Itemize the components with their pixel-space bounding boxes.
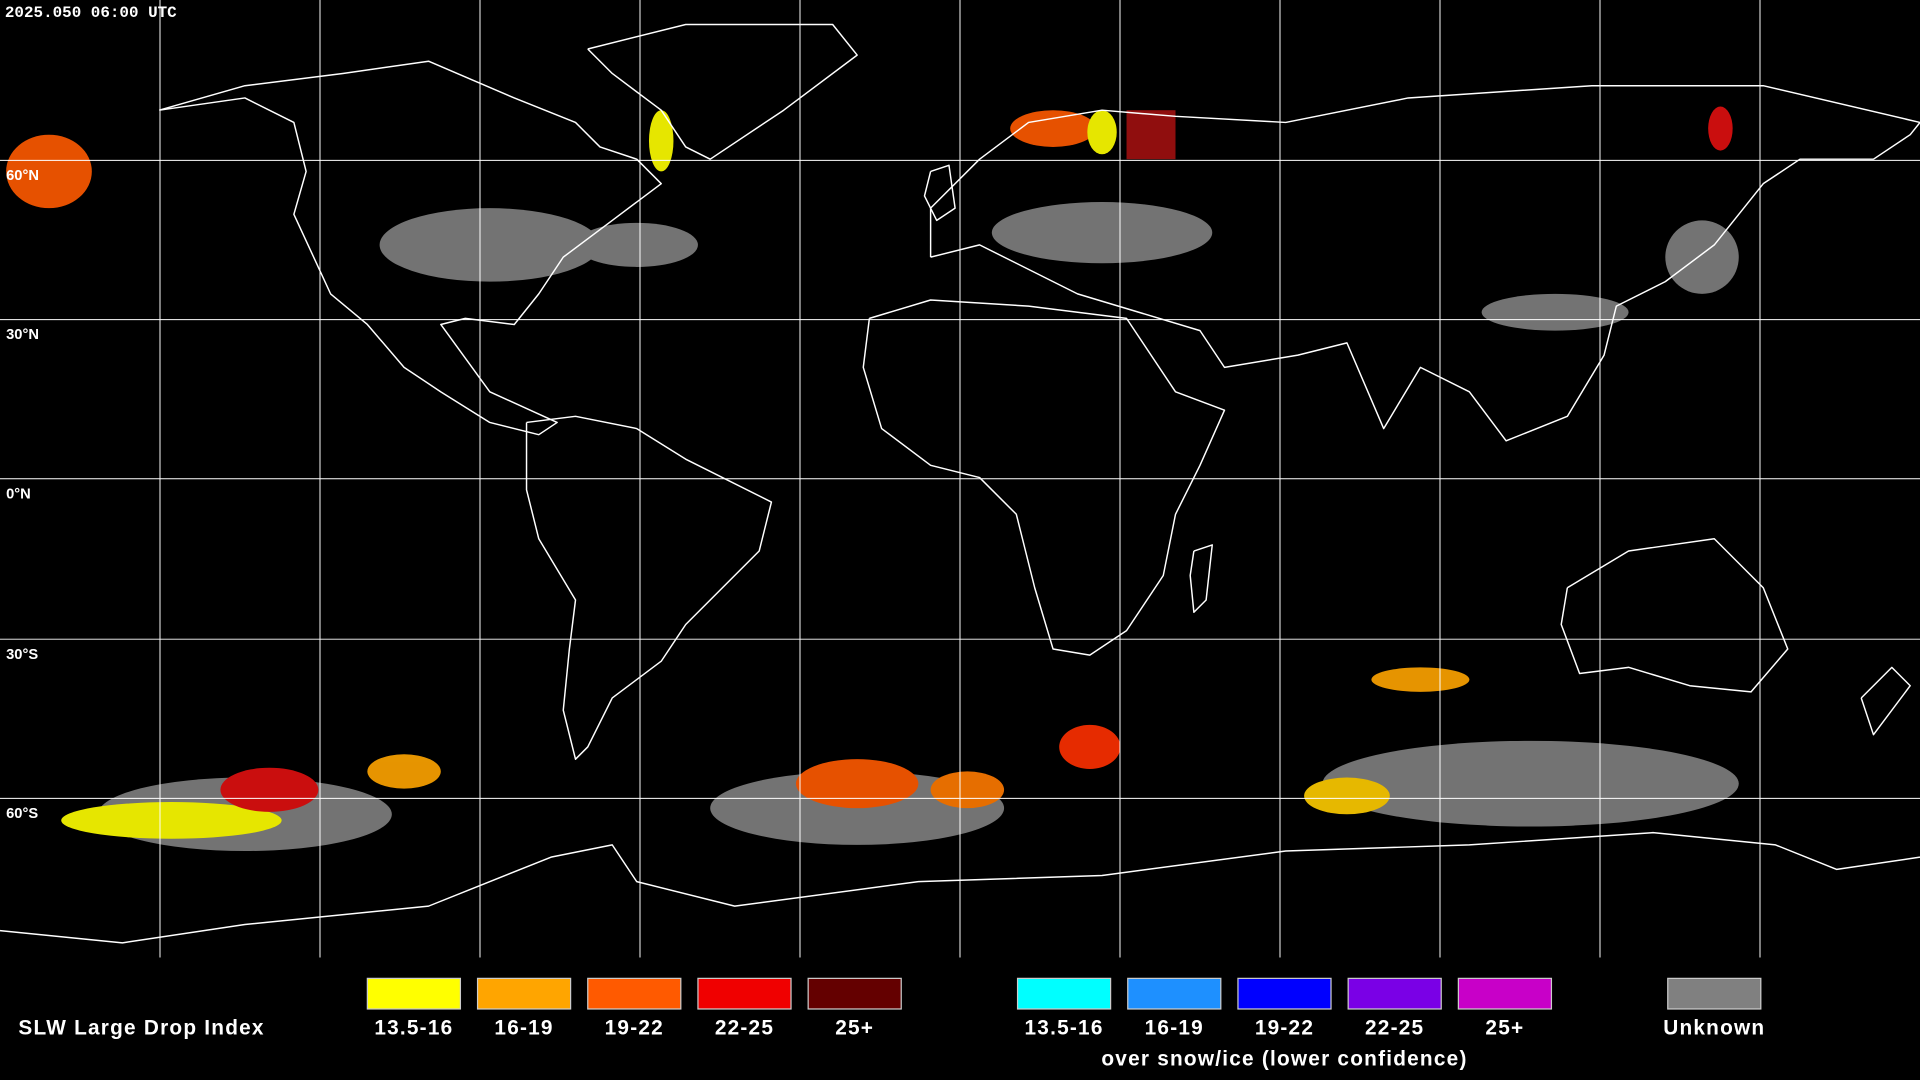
legend-swatch: [366, 977, 462, 1010]
legend-swatch: [697, 977, 792, 1010]
latitude-label: 0°N: [6, 486, 31, 502]
coastline: [1860, 666, 1911, 736]
coastlines: [0, 23, 1920, 944]
coastline: [862, 299, 1226, 656]
coastline: [929, 84, 1920, 442]
cloud-area: [1665, 220, 1739, 294]
cloud-area: [575, 222, 698, 267]
coastline: [923, 164, 956, 222]
legend-swatch: [1016, 977, 1112, 1010]
slw-area: [1087, 110, 1117, 155]
slw-area: [1059, 724, 1121, 769]
slw-area: [220, 767, 319, 812]
legend-label: 13.5-16: [1025, 1017, 1104, 1040]
slw-area: [367, 754, 441, 789]
coastline: [1189, 544, 1213, 613]
cloud-area: [991, 202, 1213, 264]
graticule: [0, 0, 1920, 958]
cloud-area: [1481, 293, 1629, 331]
slw-area: [1126, 110, 1176, 160]
legend-label: 19-22: [1255, 1017, 1314, 1040]
legend-panel: [0, 957, 1920, 1080]
slw-area: [6, 134, 92, 209]
legend-label: 16-19: [494, 1017, 553, 1040]
legend-swatch: [1237, 977, 1332, 1010]
timestamp: 2025.050 06:00 UTC: [5, 4, 177, 22]
slw-area: [795, 759, 919, 809]
coastline: [525, 415, 773, 760]
legend-label: 22-25: [715, 1017, 774, 1040]
latitude-label: 60°S: [6, 806, 38, 822]
legend-swatch: [1667, 977, 1762, 1010]
legend-label: 25+: [1485, 1017, 1524, 1040]
legend-swatch: [807, 977, 902, 1010]
cloud-area: [1322, 740, 1739, 827]
legend: 13.5-16 16-19 19-22 22-25 25+ 13.5-16 16-19 19-…: [366, 977, 1765, 1070]
cloud-fields: [6, 106, 1739, 852]
legend-swatch: [476, 977, 572, 1010]
legend-label: Unknown: [1663, 1017, 1765, 1040]
coastline: [158, 60, 662, 436]
slw-area: [1304, 777, 1390, 815]
coastline: [1560, 538, 1789, 693]
legend-label: 22-25: [1365, 1017, 1424, 1040]
legend-label: 13.5-16: [374, 1017, 453, 1040]
slw-area: [1371, 667, 1470, 692]
slw-area: [61, 802, 282, 839]
legend-title: SLW Large Drop Index: [18, 1017, 264, 1040]
coastline: [587, 23, 858, 160]
coastline: [0, 831, 1920, 944]
cloud-area: [379, 208, 600, 282]
legend-label: 19-22: [605, 1017, 664, 1040]
legend-caption: over snow/ice (lower confidence): [1101, 1047, 1467, 1070]
legend-label: 16-19: [1145, 1017, 1204, 1040]
latitude-label: 60°N: [6, 168, 39, 184]
legend-swatch: [587, 977, 682, 1010]
latitude-label: 30°S: [6, 647, 38, 663]
slw-area: [1708, 106, 1733, 151]
legend-label: 25+: [835, 1017, 874, 1040]
legend-swatch: [1347, 977, 1442, 1010]
latitude-label: 30°N: [6, 327, 39, 343]
legend-swatch: [1127, 977, 1222, 1010]
slw-area: [648, 110, 674, 172]
slw-area: [930, 771, 1005, 809]
slw-area: [1010, 110, 1096, 147]
legend-swatch: [1457, 977, 1553, 1010]
